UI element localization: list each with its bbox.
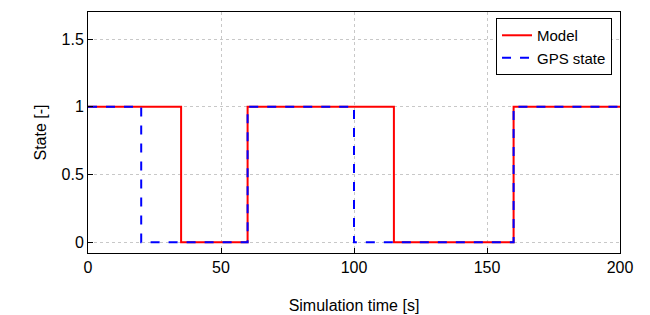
svg-text:0: 0 <box>84 259 93 276</box>
svg-text:Simulation time [s]: Simulation time [s] <box>289 297 420 314</box>
svg-text:0: 0 <box>75 234 84 251</box>
svg-text:100: 100 <box>341 259 368 276</box>
svg-text:50: 50 <box>212 259 230 276</box>
svg-text:State [-]: State [-] <box>32 104 49 160</box>
svg-text:200: 200 <box>607 259 634 276</box>
svg-text:1.5: 1.5 <box>62 31 84 48</box>
svg-text:0.5: 0.5 <box>62 166 84 183</box>
svg-text:1: 1 <box>75 98 84 115</box>
svg-text:150: 150 <box>474 259 501 276</box>
svg-text:GPS state: GPS state <box>537 50 605 67</box>
svg-text:Model: Model <box>537 27 578 44</box>
